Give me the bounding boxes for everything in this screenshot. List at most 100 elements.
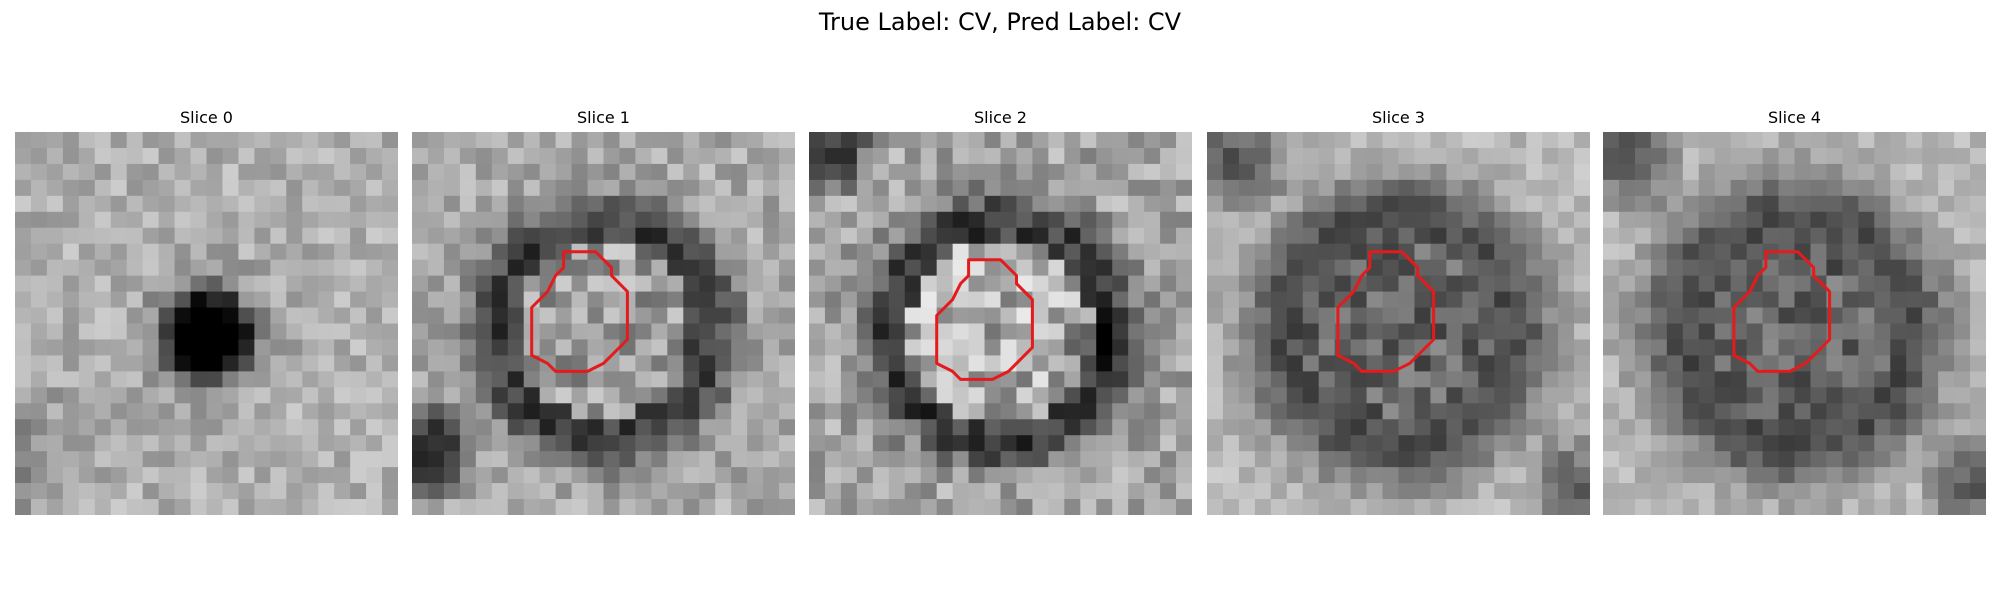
- image-pixel: [555, 163, 573, 181]
- image-pixel: [1698, 307, 1716, 325]
- image-pixel: [1096, 403, 1113, 420]
- image-pixel: [1048, 403, 1065, 420]
- image-pixel: [840, 499, 858, 515]
- image-pixel: [126, 323, 144, 341]
- image-pixel: [443, 403, 461, 420]
- slice-panel: Slice 3: [1207, 108, 1590, 515]
- image-pixel: [334, 259, 351, 277]
- image-pixel: [952, 355, 970, 372]
- image-pixel: [1302, 371, 1320, 388]
- image-pixel: [443, 147, 461, 165]
- image-pixel: [1064, 499, 1081, 515]
- image-pixel: [809, 499, 826, 515]
- image-pixel: [1826, 227, 1843, 245]
- image-pixel: [731, 163, 748, 181]
- image-pixel: [603, 227, 621, 245]
- image-pixel: [856, 179, 874, 197]
- image-pixel: [1462, 403, 1479, 420]
- image-pixel: [1558, 163, 1575, 181]
- image-pixel: [1970, 307, 1986, 325]
- image-pixel: [1762, 355, 1780, 372]
- image-pixel: [968, 499, 986, 515]
- image-pixel: [1064, 435, 1081, 452]
- image-pixel: [78, 419, 96, 436]
- image-pixel: [683, 355, 700, 372]
- image-pixel: [1414, 211, 1432, 229]
- image-pixel: [1810, 243, 1828, 261]
- image-pixel: [1906, 435, 1923, 452]
- image-pixel: [158, 211, 176, 229]
- image-pixel: [412, 435, 429, 452]
- image-pixel: [270, 195, 287, 213]
- image-pixel: [1398, 339, 1416, 357]
- image-pixel: [62, 499, 80, 515]
- image-pixel: [904, 132, 922, 149]
- image-pixel: [1366, 179, 1384, 197]
- image-pixel: [747, 275, 764, 293]
- image-pixel: [840, 371, 858, 388]
- image-pixel: [1128, 211, 1145, 229]
- image-pixel: [1526, 291, 1543, 309]
- image-pixel: [1144, 483, 1161, 500]
- image-pixel: [1746, 451, 1764, 468]
- image-pixel: [1938, 483, 1955, 500]
- image-pixel: [1698, 387, 1716, 404]
- image-pixel: [1890, 227, 1907, 245]
- image-pixel: [1666, 179, 1684, 197]
- image-pixel: [366, 451, 383, 468]
- image-pixel: [46, 355, 64, 372]
- image-pixel: [667, 259, 684, 277]
- image-pixel: [731, 467, 748, 484]
- image-pixel: [1762, 467, 1780, 484]
- image-pixel: [1382, 132, 1400, 149]
- image-pixel: [1542, 227, 1559, 245]
- image-pixel: [1682, 435, 1700, 452]
- image-pixel: [651, 355, 668, 372]
- image-pixel: [1714, 403, 1732, 420]
- image-pixel: [872, 163, 890, 181]
- image-pixel: [1746, 483, 1764, 500]
- image-pixel: [222, 403, 240, 420]
- image-pixel: [571, 371, 589, 388]
- image-pixel: [1714, 387, 1732, 404]
- image-pixel: [30, 211, 48, 229]
- image-pixel: [126, 419, 144, 436]
- image-pixel: [1810, 211, 1828, 229]
- image-pixel: [667, 323, 684, 341]
- image-pixel: [1922, 132, 1939, 149]
- image-pixel: [1366, 307, 1384, 325]
- image-pixel: [1112, 179, 1129, 197]
- image-pixel: [1238, 403, 1256, 420]
- image-pixel: [94, 307, 112, 325]
- image-pixel: [856, 451, 874, 468]
- image-pixel: [1254, 147, 1272, 165]
- image-pixel: [603, 147, 621, 165]
- image-pixel: [1478, 227, 1495, 245]
- image-pixel: [1794, 387, 1812, 404]
- image-pixel: [1160, 179, 1177, 197]
- image-pixel: [715, 435, 732, 452]
- image-pixel: [635, 355, 652, 372]
- image-pixel: [984, 243, 1002, 261]
- image-pixel: [158, 243, 176, 261]
- image-pixel: [1382, 403, 1400, 420]
- image-pixel: [459, 483, 477, 500]
- image-pixel: [1350, 387, 1368, 404]
- image-pixel: [1714, 227, 1732, 245]
- image-pixel: [1938, 387, 1955, 404]
- image-pixel: [1302, 451, 1320, 468]
- image-pixel: [1160, 147, 1177, 165]
- image-pixel: [1398, 435, 1416, 452]
- image-pixel: [1270, 339, 1288, 357]
- image-pixel: [110, 227, 128, 245]
- image-pixel: [699, 323, 716, 341]
- image-pixel: [1160, 435, 1177, 452]
- image-pixel: [888, 195, 906, 213]
- image-pixel: [968, 419, 986, 436]
- image-pixel: [222, 419, 240, 436]
- image-pixel: [1842, 243, 1859, 261]
- image-pixel: [174, 435, 192, 452]
- image-pixel: [1032, 371, 1049, 388]
- image-pixel: [1650, 387, 1668, 404]
- image-pixel: [571, 339, 589, 357]
